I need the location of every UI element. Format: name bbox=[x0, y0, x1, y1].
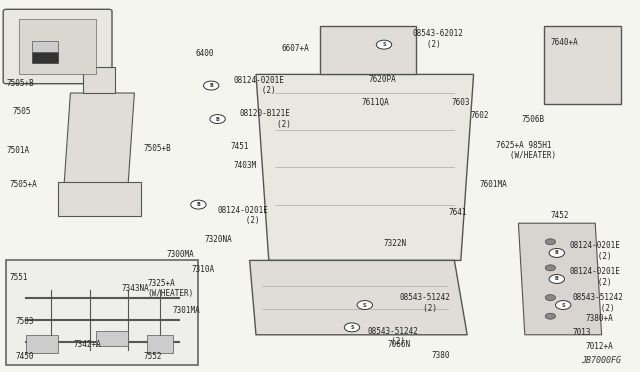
Text: 08543-62012
   (2): 08543-62012 (2) bbox=[413, 29, 463, 49]
Polygon shape bbox=[544, 26, 621, 104]
Polygon shape bbox=[83, 67, 115, 93]
Text: 7403M: 7403M bbox=[234, 161, 257, 170]
Circle shape bbox=[210, 115, 225, 124]
Polygon shape bbox=[518, 223, 602, 335]
Text: 7551: 7551 bbox=[10, 273, 28, 282]
Text: 7300MA: 7300MA bbox=[166, 250, 194, 259]
Circle shape bbox=[545, 239, 556, 245]
Bar bbox=[26, 335, 58, 353]
Text: 7505+B: 7505+B bbox=[6, 79, 34, 88]
Text: 7301MA: 7301MA bbox=[173, 306, 200, 315]
Text: 7506B: 7506B bbox=[522, 115, 545, 124]
Text: 7013: 7013 bbox=[573, 328, 591, 337]
Text: 7603: 7603 bbox=[451, 98, 470, 107]
Circle shape bbox=[376, 40, 392, 49]
Circle shape bbox=[344, 323, 360, 332]
Text: 7380: 7380 bbox=[432, 351, 451, 360]
Text: 7325+A
(W/HEATER): 7325+A (W/HEATER) bbox=[147, 279, 193, 298]
Text: 7640+A: 7640+A bbox=[550, 38, 578, 47]
Text: 08124-0201E
      (2): 08124-0201E (2) bbox=[570, 241, 620, 261]
Text: S: S bbox=[363, 302, 367, 308]
Text: 6400: 6400 bbox=[195, 49, 214, 58]
Circle shape bbox=[545, 313, 556, 319]
Circle shape bbox=[545, 265, 556, 271]
Bar bbox=[32, 52, 58, 63]
Text: B: B bbox=[555, 276, 559, 282]
Polygon shape bbox=[320, 26, 416, 74]
Text: 7343NA: 7343NA bbox=[122, 284, 149, 293]
Text: 7452: 7452 bbox=[550, 211, 569, 220]
Text: 7641: 7641 bbox=[448, 208, 467, 217]
Text: JB7000FG: JB7000FG bbox=[581, 356, 621, 365]
Text: 08543-51242
     (2): 08543-51242 (2) bbox=[368, 327, 419, 346]
Text: 7601MA: 7601MA bbox=[480, 180, 508, 189]
Polygon shape bbox=[58, 182, 141, 216]
Circle shape bbox=[204, 81, 219, 90]
Circle shape bbox=[191, 200, 206, 209]
Bar bbox=[19, 19, 96, 74]
Text: 7505+A: 7505+A bbox=[10, 180, 37, 189]
Text: 7620PA: 7620PA bbox=[368, 76, 396, 84]
Text: 7501A: 7501A bbox=[6, 146, 29, 155]
Text: B: B bbox=[209, 83, 213, 88]
Text: 08543-51242
     (2): 08543-51242 (2) bbox=[400, 294, 451, 313]
Text: 7503: 7503 bbox=[16, 317, 35, 326]
Text: 7450: 7450 bbox=[16, 352, 35, 361]
Bar bbox=[6, 260, 198, 365]
Text: 7066N: 7066N bbox=[387, 340, 410, 349]
Circle shape bbox=[545, 295, 556, 301]
Polygon shape bbox=[64, 93, 134, 186]
Text: 7310A: 7310A bbox=[192, 265, 215, 274]
Text: 7505+B: 7505+B bbox=[144, 144, 172, 153]
Text: 7380+A: 7380+A bbox=[586, 314, 613, 323]
Text: S: S bbox=[382, 42, 386, 47]
Circle shape bbox=[549, 275, 564, 283]
Text: 08124-0201E
      (2): 08124-0201E (2) bbox=[234, 76, 284, 95]
Text: 7602: 7602 bbox=[470, 111, 489, 120]
Text: 7012+A: 7012+A bbox=[586, 342, 613, 351]
Circle shape bbox=[549, 248, 564, 257]
Text: 7505: 7505 bbox=[13, 107, 31, 116]
Bar bbox=[96, 331, 128, 346]
Text: 7322N: 7322N bbox=[384, 239, 407, 248]
Text: 7611QA: 7611QA bbox=[362, 98, 389, 107]
Circle shape bbox=[357, 301, 372, 310]
Text: B: B bbox=[555, 250, 559, 256]
Text: 7552: 7552 bbox=[144, 352, 163, 361]
Polygon shape bbox=[250, 260, 467, 335]
Text: 7451: 7451 bbox=[230, 142, 249, 151]
Polygon shape bbox=[256, 74, 474, 260]
Bar bbox=[147, 335, 173, 353]
Text: 08124-0201E
      (2): 08124-0201E (2) bbox=[570, 267, 620, 287]
Text: 7320NA: 7320NA bbox=[205, 235, 232, 244]
Text: B: B bbox=[216, 116, 220, 122]
Circle shape bbox=[556, 301, 571, 310]
Bar bbox=[32, 41, 58, 63]
Text: 6607+A: 6607+A bbox=[282, 44, 309, 53]
Text: 08120-B121E
        (2): 08120-B121E (2) bbox=[240, 109, 291, 129]
Text: 7625+A 985H1
   (W/HEATER): 7625+A 985H1 (W/HEATER) bbox=[496, 141, 556, 160]
Text: 7342+A: 7342+A bbox=[74, 340, 101, 349]
Text: 08543-51242
      (2): 08543-51242 (2) bbox=[573, 294, 623, 313]
Text: B: B bbox=[196, 202, 200, 207]
Text: 08124-0201E
      (2): 08124-0201E (2) bbox=[218, 206, 268, 225]
Text: S: S bbox=[350, 325, 354, 330]
Text: S: S bbox=[561, 302, 565, 308]
FancyBboxPatch shape bbox=[3, 9, 112, 84]
